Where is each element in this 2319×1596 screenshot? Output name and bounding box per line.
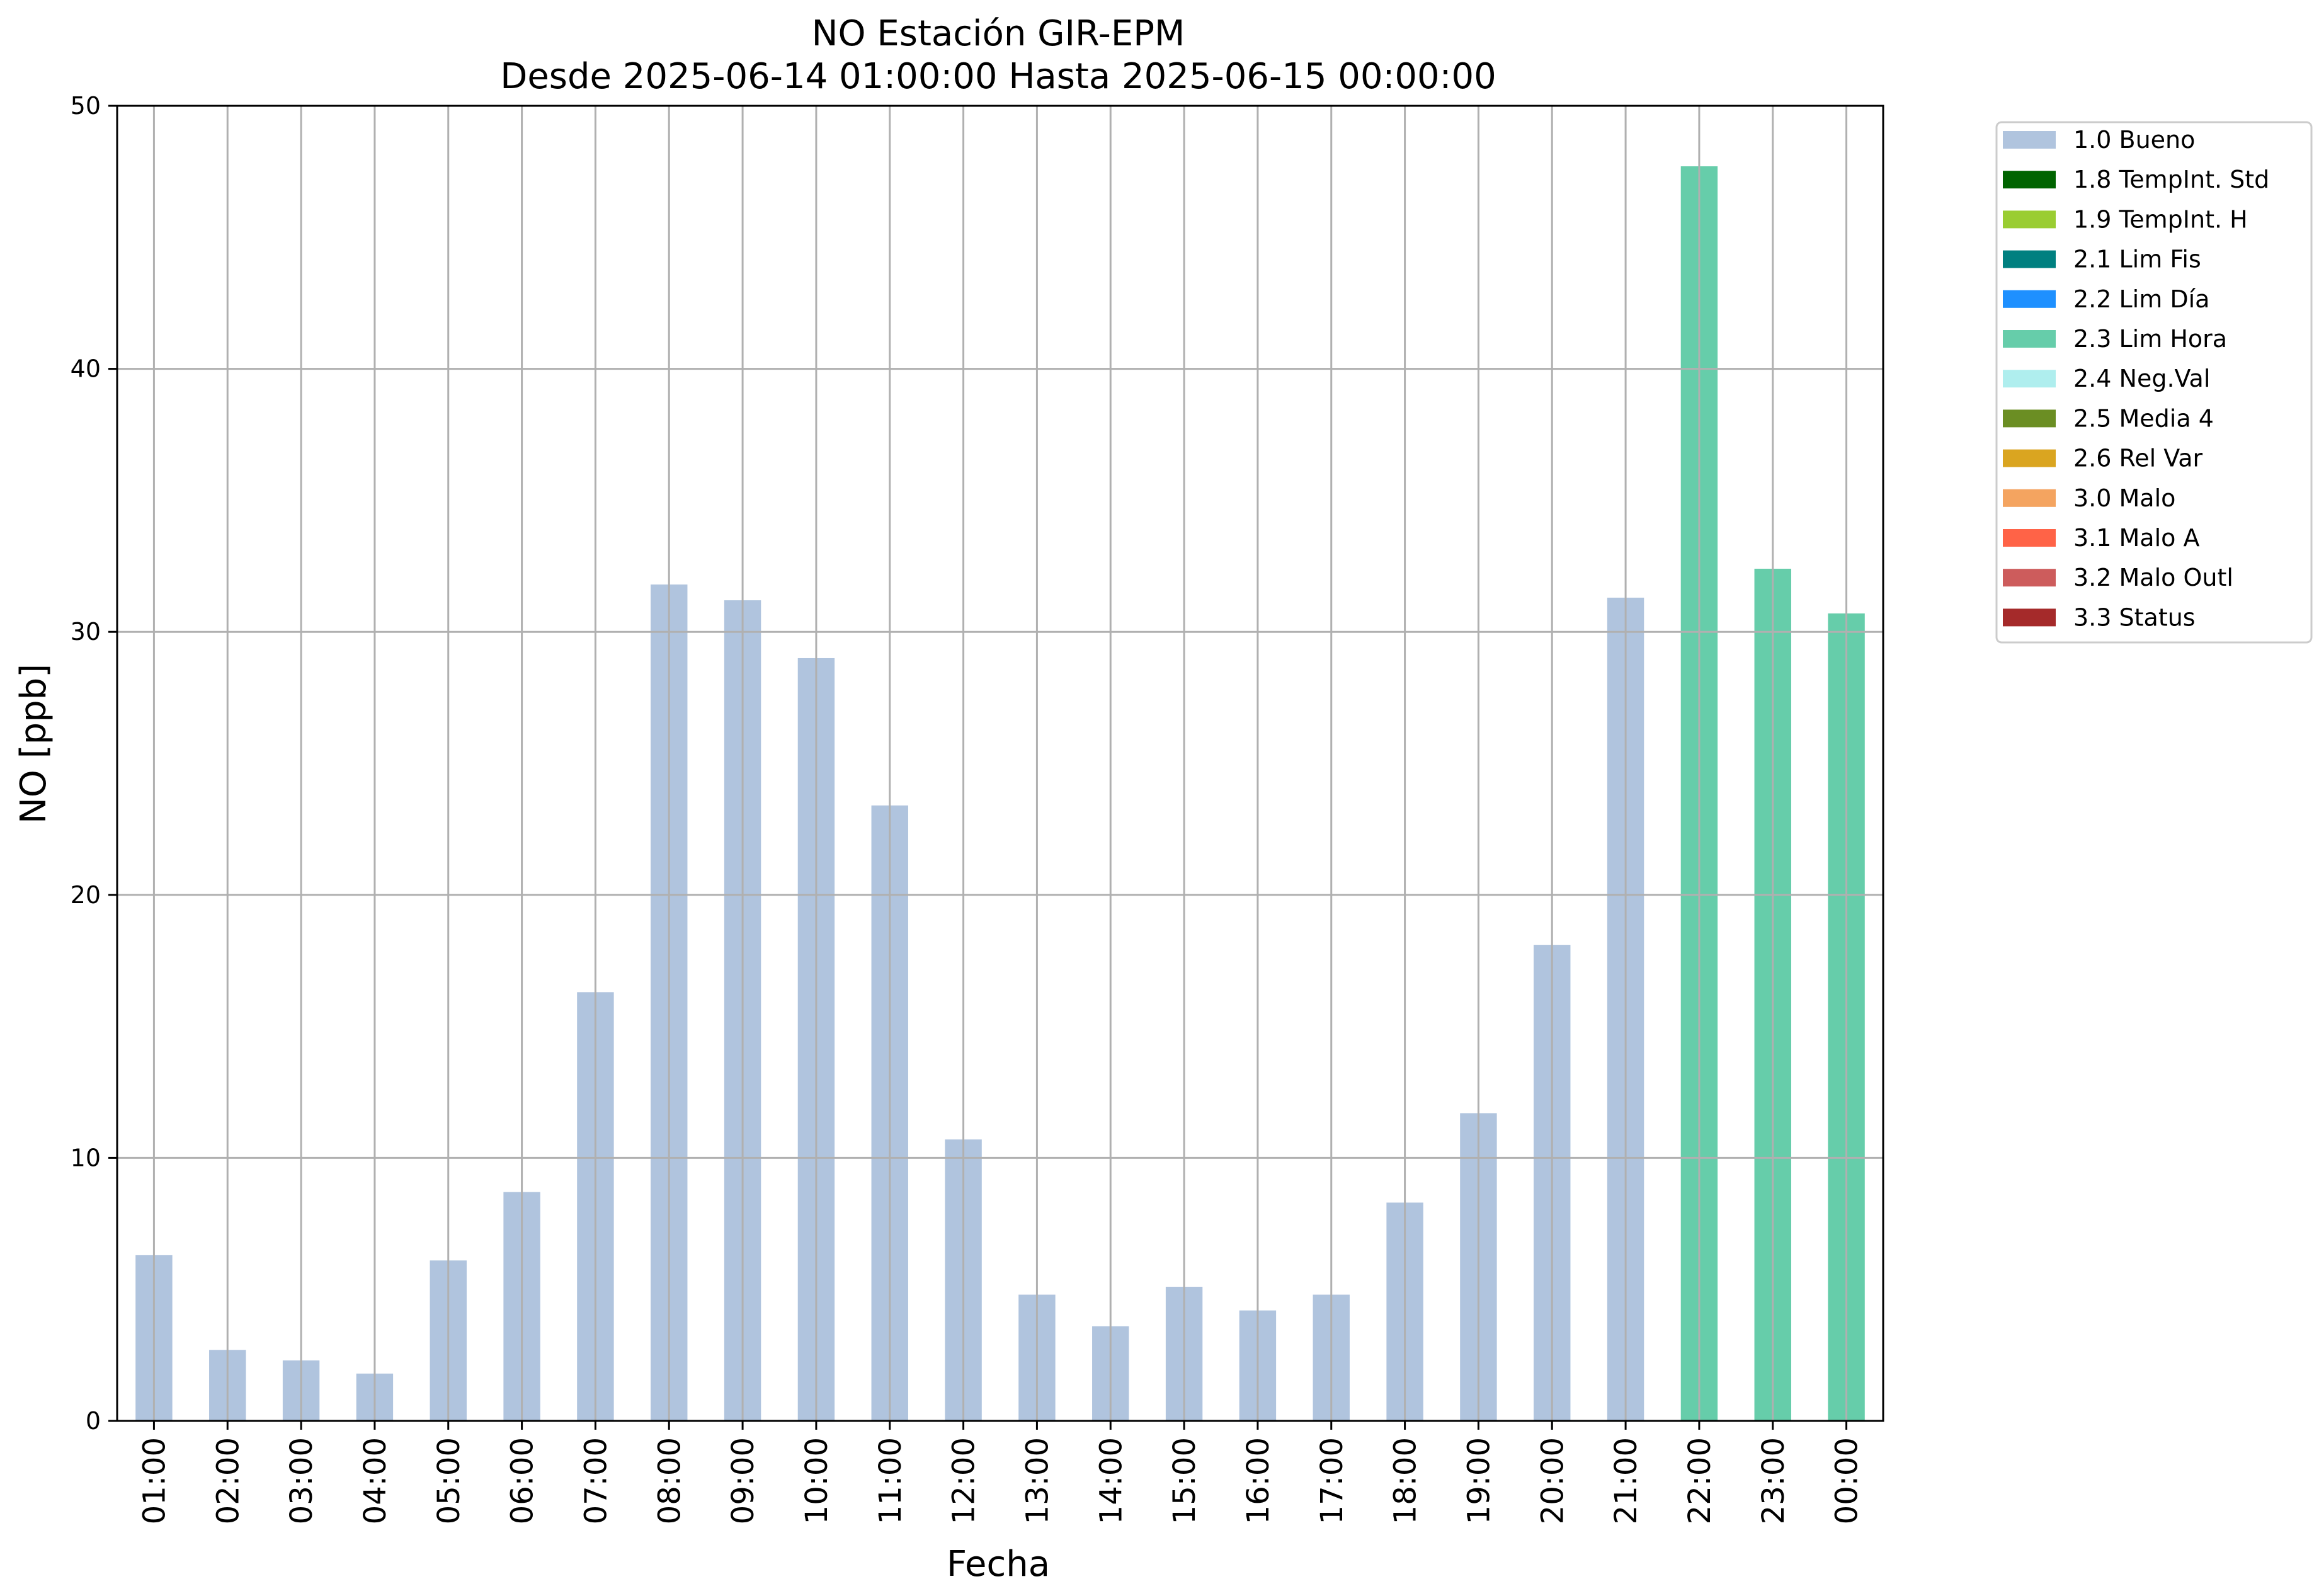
legend-swatch: [2003, 489, 2056, 507]
x-tick-label: 16:00: [1241, 1437, 1276, 1524]
y-axis-ticks: 0 10 20 30 40 50: [71, 92, 117, 1435]
x-tick-label: 12:00: [947, 1437, 982, 1524]
legend-entry-label: 3.2 Malo Outl: [2073, 564, 2233, 591]
legend-swatch: [2003, 409, 2056, 428]
legend-entry-label: 1.8 TempInt. Std: [2073, 166, 2269, 193]
x-tick-label: 09:00: [726, 1437, 761, 1524]
bars: [135, 166, 1865, 1422]
legend-entry-label: 3.3 Status: [2073, 603, 2196, 631]
x-tick-label: 00:00: [1830, 1437, 1865, 1524]
legend-entry-label: 2.1 Lim Fis: [2073, 246, 2201, 273]
legend-swatch: [2003, 529, 2056, 547]
x-tick-label: 06:00: [505, 1437, 540, 1524]
y-axis-label: NO [ppb]: [13, 664, 54, 824]
x-tick-label: 14:00: [1093, 1437, 1129, 1524]
legend-entry-label: 2.4 Neg.Val: [2073, 365, 2210, 392]
x-tick-label: 07:00: [578, 1437, 613, 1524]
x-tick-label: 10:00: [799, 1437, 835, 1524]
plot-frame: [116, 105, 1884, 1422]
x-tick-label: 19:00: [1461, 1437, 1496, 1524]
legend-entry-label: 1.0 Bueno: [2073, 126, 2195, 154]
x-tick-label: 18:00: [1388, 1437, 1423, 1524]
legend-entry-label: 3.1 Malo A: [2073, 524, 2199, 552]
legend-swatch: [2003, 569, 2056, 587]
y-tick-label: 50: [71, 92, 101, 120]
legend-swatch: [2003, 330, 2056, 348]
legend: 1.0 Bueno 1.8 TempInt. Std 1.9 TempInt. H 2…: [1995, 121, 2313, 644]
legend-swatch: [2003, 210, 2056, 229]
x-tick-label: 08:00: [652, 1437, 687, 1524]
x-tick-label: 22:00: [1682, 1437, 1718, 1524]
x-axis-label: Fecha: [947, 1544, 1050, 1585]
legend-entry-label: 2.2 Lim Día: [2073, 285, 2209, 313]
x-tick-label: 23:00: [1756, 1437, 1791, 1524]
x-axis-ticks: 01:00 02:00 03:00 04:00 05:00 06:00 07:00 08:00…: [137, 1421, 1865, 1524]
legend-entry-label: 2.3 Lim Hora: [2073, 325, 2227, 353]
x-tick-label: 11:00: [873, 1437, 908, 1524]
legend-swatch: [2003, 608, 2056, 627]
legend-swatch: [2003, 449, 2056, 467]
x-tick-label: 05:00: [431, 1437, 467, 1524]
legend-entry-label: 2.6 Rel Var: [2073, 445, 2203, 472]
legend-box: [1995, 121, 2313, 644]
x-tick-label: 13:00: [1020, 1437, 1055, 1524]
y-tick-label: 40: [71, 355, 101, 383]
x-tick-label: 02:00: [210, 1437, 246, 1524]
x-tick-label: 17:00: [1314, 1437, 1350, 1524]
x-tick-label: 04:00: [358, 1437, 393, 1524]
x-tick-label: 03:00: [284, 1437, 319, 1524]
legend-entry-label: 3.0 Malo: [2073, 484, 2175, 512]
grid-lines: [117, 105, 1883, 1422]
x-tick-label: 20:00: [1535, 1437, 1570, 1524]
legend-swatch: [2003, 250, 2056, 268]
legend-swatch: [2003, 171, 2056, 189]
legend-entry-label: 1.9 TempInt. H: [2073, 205, 2248, 233]
y-tick-label: 0: [86, 1407, 101, 1435]
x-tick-label: 15:00: [1167, 1437, 1202, 1524]
legend-swatch: [2003, 290, 2056, 308]
legend-swatch: [2003, 370, 2056, 388]
x-tick-label: 01:00: [137, 1437, 172, 1524]
legend-swatch: [2003, 131, 2056, 149]
y-tick-label: 20: [71, 881, 101, 909]
chart-title: NO Estación GIR-EPM: [812, 13, 1185, 54]
chart-subtitle: Desde 2025-06-14 01:00:00 Hasta 2025-06-…: [500, 56, 1496, 97]
x-tick-label: 21:00: [1609, 1437, 1644, 1524]
y-tick-label: 30: [71, 618, 101, 646]
y-tick-label: 10: [71, 1144, 101, 1171]
legend-entry-label: 2.5 Media 4: [2073, 404, 2214, 432]
